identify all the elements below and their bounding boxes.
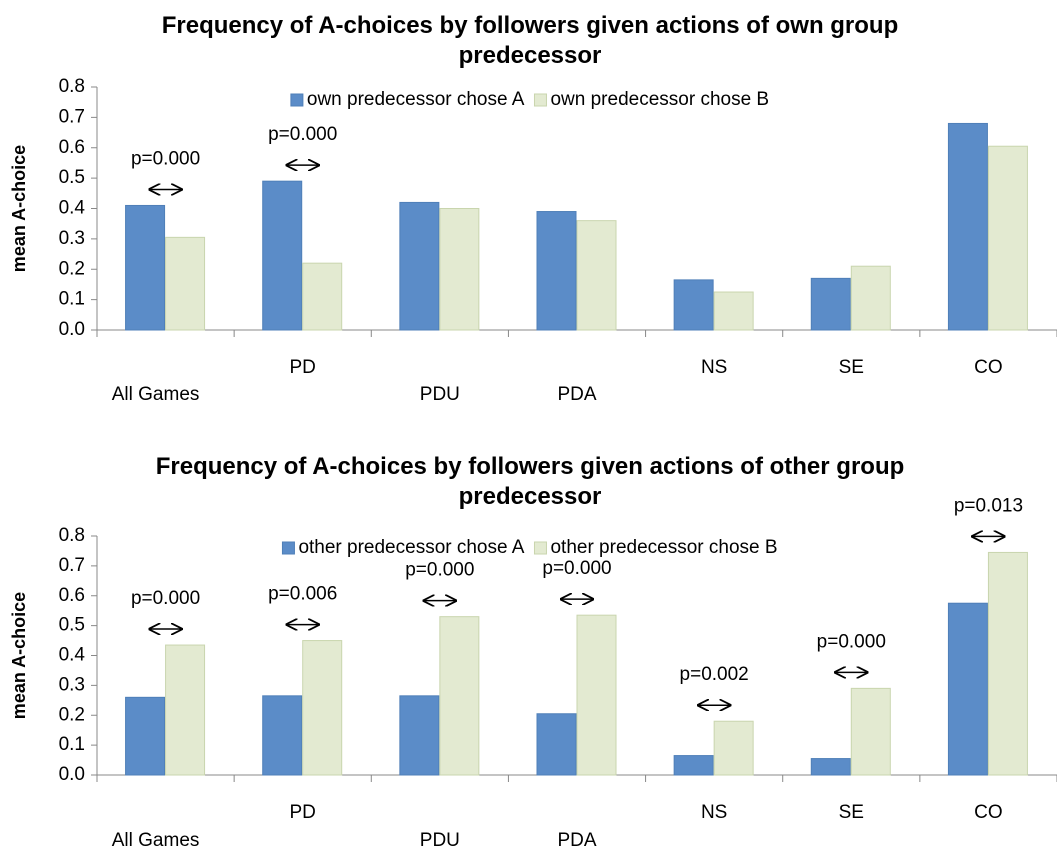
y-tick-label: 0.4	[59, 645, 86, 666]
chart-title: Frequency of A-choices by followers give…	[161, 12, 899, 69]
bar	[673, 755, 714, 776]
annotation: p=0.006	[268, 584, 337, 605]
bar	[713, 291, 754, 331]
legend-label: own predecessor chose B	[550, 89, 769, 110]
bar	[165, 644, 206, 776]
y-tick-label: 0.8	[59, 76, 85, 97]
bar	[439, 208, 480, 331]
bar	[850, 265, 891, 331]
annotation: p=0.000	[268, 124, 337, 145]
legend-swatch	[533, 541, 547, 555]
annotation: p=0.013	[954, 495, 1023, 516]
x-tick-label: SE	[839, 802, 864, 823]
bar	[399, 695, 440, 776]
bar	[850, 687, 891, 776]
bar	[125, 204, 166, 331]
bar	[987, 145, 1028, 331]
annotation: p=0.000	[131, 588, 200, 609]
y-tick-label: 0.0	[59, 319, 85, 340]
bar	[262, 695, 303, 776]
bar	[987, 551, 1028, 776]
bar	[302, 262, 343, 331]
x-tick-label: PDA	[557, 830, 596, 851]
bar	[399, 201, 440, 331]
x-tick-label: SE	[839, 357, 864, 378]
bar	[713, 720, 754, 776]
annotation: p=0.000	[542, 558, 611, 579]
chart-title: Frequency of A-choices by followers give…	[155, 453, 905, 510]
legend: other predecessor chose A other predecess…	[281, 537, 778, 558]
y-tick-label: 0.5	[59, 167, 85, 188]
bar	[536, 713, 577, 776]
annotation: p=0.000	[405, 560, 474, 581]
y-tick-label: 0.7	[59, 555, 85, 576]
legend-label: own predecessor chose A	[307, 89, 525, 110]
x-tick-label: CO	[974, 357, 1003, 378]
bar	[125, 696, 166, 776]
y-tick-label: 0.5	[59, 615, 85, 636]
x-tick-label: PDU	[420, 830, 460, 851]
legend-swatch	[281, 541, 295, 555]
y-axis-label: mean A-choice	[9, 145, 29, 272]
y-tick-label: 0.3	[59, 674, 85, 695]
bar	[810, 277, 851, 331]
x-tick-label: All Games	[112, 830, 200, 851]
annotation: p=0.000	[817, 631, 886, 652]
x-tick-label: NS	[701, 357, 727, 378]
y-tick-label: 0.1	[59, 734, 85, 755]
y-tick-label: 0.6	[59, 585, 85, 606]
annotation: p=0.000	[131, 148, 200, 169]
x-tick-label: NS	[701, 802, 727, 823]
y-tick-label: 0.1	[59, 289, 85, 310]
y-tick-label: 0.6	[59, 137, 85, 158]
x-tick-label: PD	[290, 802, 316, 823]
legend-label: other predecessor chose A	[298, 537, 524, 558]
y-tick-label: 0.2	[59, 704, 85, 725]
y-tick-label: 0.0	[59, 764, 85, 785]
y-tick-label: 0.7	[59, 106, 85, 127]
bar	[302, 640, 343, 776]
bar	[673, 279, 714, 331]
bar	[947, 122, 988, 331]
x-tick-label: CO	[974, 802, 1003, 823]
bar	[165, 236, 206, 331]
bar	[439, 616, 480, 776]
bar	[262, 180, 303, 331]
bar	[576, 614, 617, 776]
legend-swatch	[290, 93, 304, 107]
x-tick-label: PD	[290, 357, 316, 378]
y-tick-label: 0.2	[59, 258, 85, 279]
y-tick-label: 0.4	[59, 198, 86, 219]
legend-swatch	[533, 93, 547, 107]
x-tick-label: PDU	[420, 384, 460, 405]
bar	[576, 220, 617, 331]
y-tick-label: 0.8	[59, 525, 85, 546]
bar	[810, 758, 851, 776]
legend: own predecessor chose A own predecessor c…	[290, 89, 769, 110]
legend-label: other predecessor chose B	[550, 537, 777, 558]
bar	[536, 211, 577, 331]
bar	[947, 602, 988, 776]
annotation: p=0.002	[680, 664, 749, 685]
x-tick-label: PDA	[557, 384, 596, 405]
x-tick-label: All Games	[112, 384, 200, 405]
y-axis-label: mean A-choice	[9, 592, 29, 719]
y-tick-label: 0.3	[59, 228, 85, 249]
